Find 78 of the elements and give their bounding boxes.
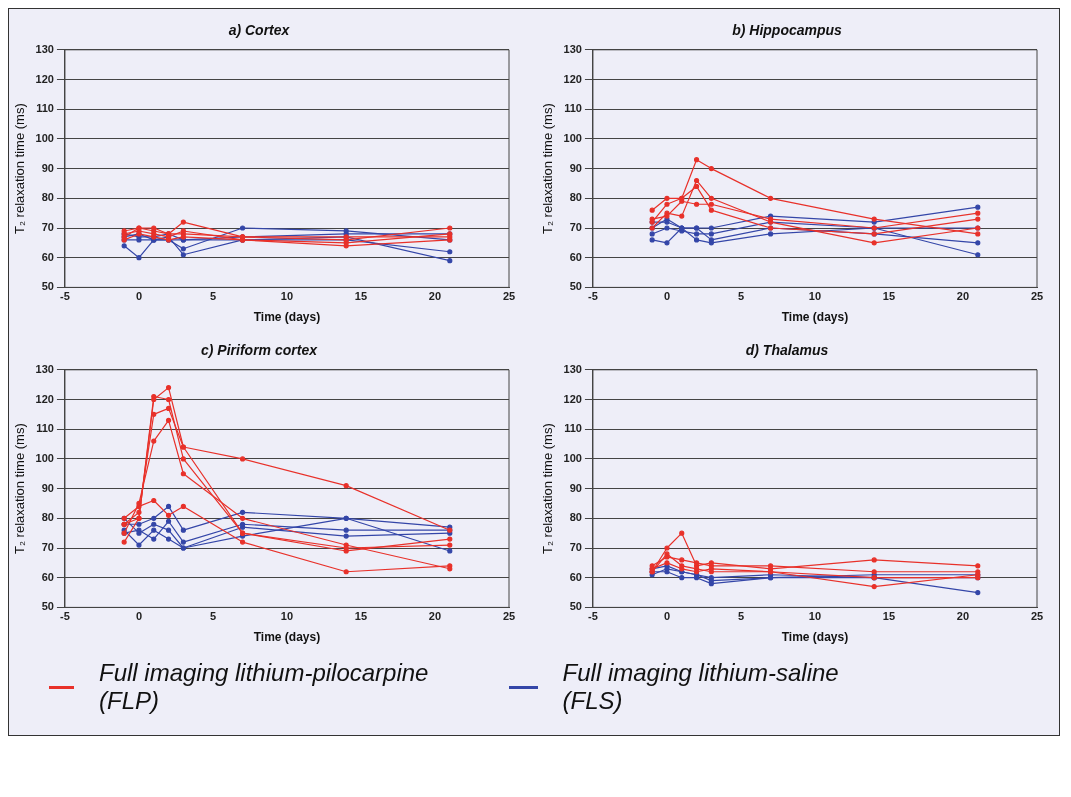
- x-tick-label: 10: [280, 290, 294, 303]
- y-tick-label: 90: [41, 161, 54, 174]
- x-tick-label: -5: [60, 610, 70, 623]
- y-tick-label: 100: [563, 131, 582, 144]
- x-tick-label: 10: [808, 290, 822, 303]
- y-tick-label: 120: [563, 72, 582, 85]
- x-tick-label: 0: [663, 610, 671, 623]
- y-tick-label: 130: [35, 362, 54, 375]
- y-tick-label: 50: [41, 280, 54, 293]
- x-tick-label: 20: [428, 290, 442, 303]
- chart-title: a) Cortex: [228, 22, 291, 39]
- y-axis-title: T₂ relaxation time (ms): [540, 423, 556, 554]
- y-tick-label: 80: [41, 511, 54, 524]
- x-tick-label: 25: [1030, 610, 1044, 623]
- y-tick-label: 110: [36, 422, 54, 435]
- x-tick-label: 15: [882, 610, 896, 623]
- y-tick-label: 60: [41, 250, 54, 263]
- x-axis-title: Time (days): [253, 630, 321, 645]
- legend-label: Full imaging lithium-pilocarpine (FLP): [98, 659, 429, 715]
- x-tick-label: 0: [663, 290, 671, 303]
- y-axis-title: T₂ relaxation time (ms): [12, 103, 28, 234]
- y-tick-label: 110: [564, 422, 582, 435]
- x-axis-title: Time (days): [253, 310, 321, 325]
- chart-title: d) Thalamus: [745, 342, 829, 359]
- y-tick-label: 120: [563, 392, 582, 405]
- y-tick-label: 80: [569, 191, 582, 204]
- y-tick-label: 110: [564, 102, 582, 115]
- y-tick-label: 130: [35, 42, 54, 55]
- x-tick-label: 20: [428, 610, 442, 623]
- y-tick-label: 130: [563, 362, 582, 375]
- y-tick-label: 130: [563, 42, 582, 55]
- y-tick-label: 60: [569, 570, 582, 583]
- x-tick-label: 20: [956, 290, 970, 303]
- y-tick-label: 70: [569, 541, 582, 554]
- x-tick-label: 15: [354, 290, 368, 303]
- x-tick-label: 0: [135, 610, 143, 623]
- y-tick-label: 100: [563, 451, 582, 464]
- y-tick-label: 50: [41, 600, 54, 613]
- y-tick-label: 90: [569, 161, 582, 174]
- y-tick-label: 120: [35, 392, 54, 405]
- y-tick-label: 110: [36, 102, 54, 115]
- y-tick-label: 60: [41, 570, 54, 583]
- x-axis-title: Time (days): [781, 630, 849, 645]
- x-tick-label: 5: [209, 610, 217, 623]
- x-tick-label: 25: [1030, 290, 1044, 303]
- x-tick-label: -5: [588, 290, 598, 303]
- y-tick-label: 90: [41, 481, 54, 494]
- x-tick-label: 25: [502, 290, 516, 303]
- y-tick-label: 50: [569, 280, 582, 293]
- x-tick-label: 5: [737, 290, 745, 303]
- y-axis-title: T₂ relaxation time (ms): [540, 103, 556, 234]
- legend-label: Full imaging lithium-saline (FLS): [562, 659, 840, 715]
- y-tick-label: 100: [35, 451, 54, 464]
- y-tick-label: 120: [35, 72, 54, 85]
- x-tick-label: 5: [209, 290, 217, 303]
- x-tick-label: 20: [956, 610, 970, 623]
- y-tick-label: 70: [41, 541, 54, 554]
- x-tick-label: 15: [882, 290, 896, 303]
- x-tick-label: 5: [737, 610, 745, 623]
- chart-title: b) Hippocampus: [732, 22, 843, 39]
- x-tick-label: 15: [354, 610, 368, 623]
- y-tick-label: 100: [35, 131, 54, 144]
- y-tick-label: 80: [41, 191, 54, 204]
- y-tick-label: 80: [569, 511, 582, 524]
- y-tick-label: 50: [569, 600, 582, 613]
- y-tick-label: 90: [569, 481, 582, 494]
- y-tick-label: 70: [569, 221, 582, 234]
- x-tick-label: 10: [280, 610, 294, 623]
- x-tick-label: 25: [502, 610, 516, 623]
- x-tick-label: 0: [135, 290, 143, 303]
- x-tick-label: -5: [60, 290, 70, 303]
- x-tick-label: -5: [588, 610, 598, 623]
- chart-title: c) Piriform cortex: [201, 342, 319, 359]
- x-tick-label: 10: [808, 610, 822, 623]
- y-tick-label: 60: [569, 250, 582, 263]
- x-axis-title: Time (days): [781, 310, 849, 325]
- y-axis-title: T₂ relaxation time (ms): [12, 423, 28, 554]
- y-tick-label: 70: [41, 221, 54, 234]
